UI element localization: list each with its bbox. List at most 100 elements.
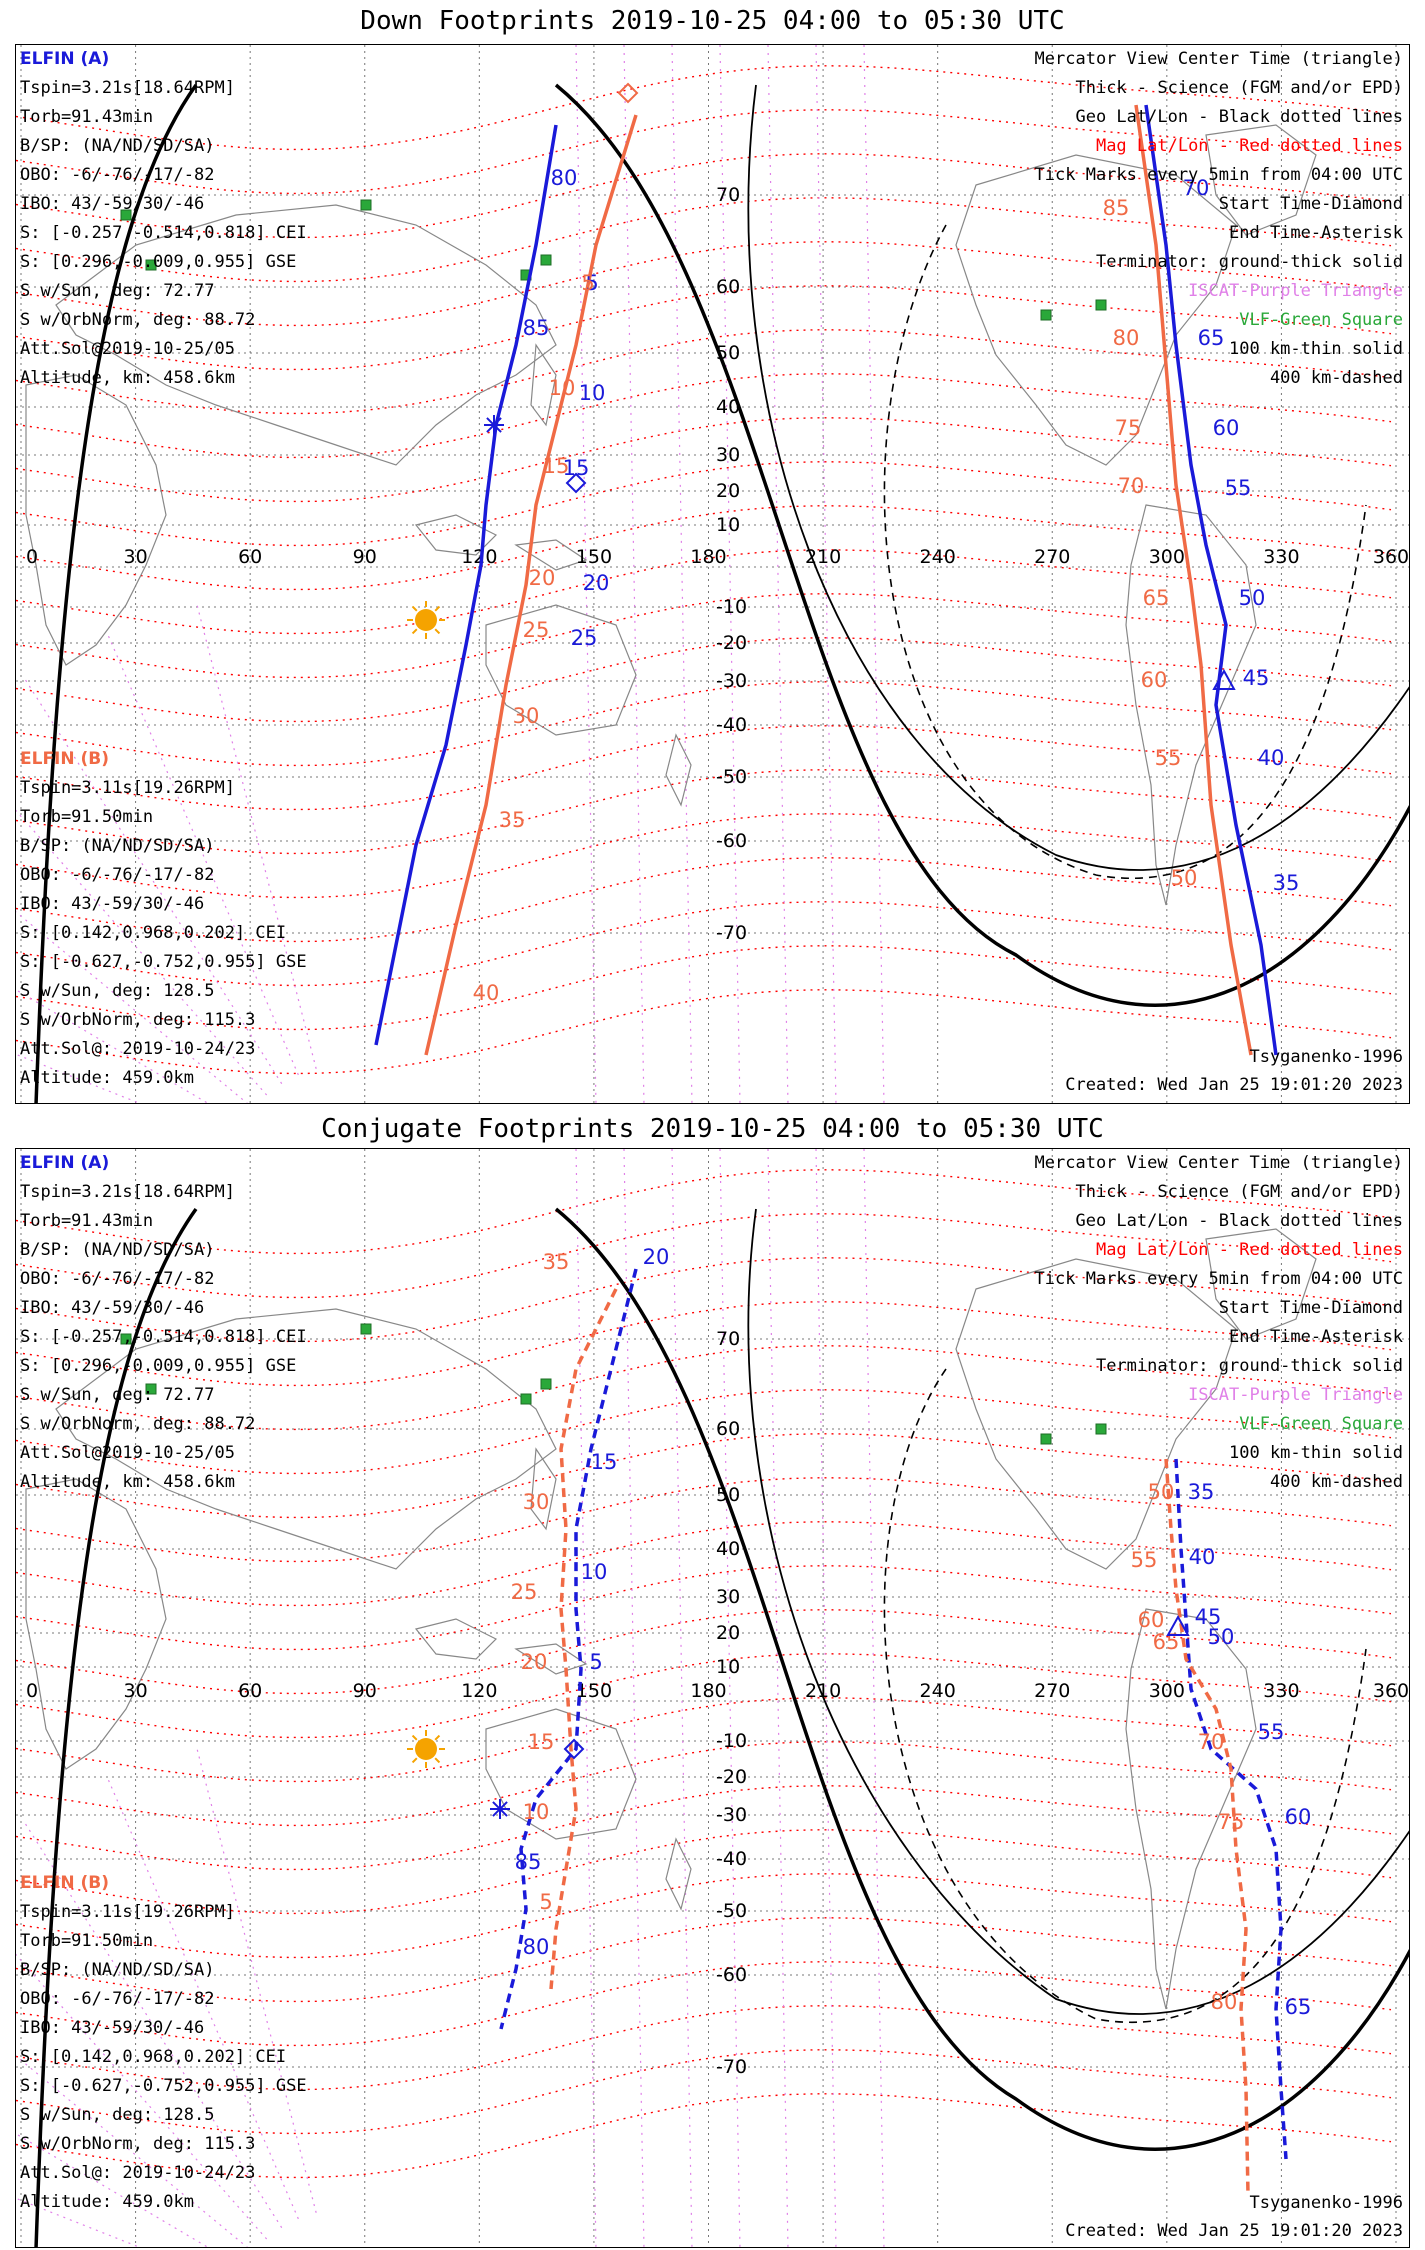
track-elfin-a xyxy=(1144,104,1278,1056)
track-elfin-b xyxy=(1134,104,1253,1056)
legend-line: Start Time-Diamond xyxy=(1218,1298,1403,1318)
track-b-tick: 20 xyxy=(521,1650,548,1674)
terminator-ground xyxy=(34,1207,1409,2247)
landmass xyxy=(955,154,1237,466)
track-b2-tick: 60 xyxy=(1138,1608,1165,1632)
created-label: Created: Wed Jan 25 19:01:20 2023 xyxy=(1065,1075,1403,1095)
landmass xyxy=(25,374,167,666)
mag-meridian xyxy=(107,634,299,1076)
track-b-tick: 40 xyxy=(473,981,500,1005)
sat-a-info: ELFIN (A) Tspin=3.21s[18.64RPM] Torb=91.… xyxy=(20,1149,307,1497)
lon-tick-label: 0 xyxy=(26,546,38,568)
track-a2-tick: 55 xyxy=(1225,476,1252,500)
mag-parallel xyxy=(16,1697,1392,1783)
lon-tick-label: 360 xyxy=(1373,1680,1409,1702)
track-a2-tick: 35 xyxy=(1188,1480,1215,1504)
track-b-tick: 25 xyxy=(523,618,550,642)
footprint-tracks xyxy=(374,104,1278,1056)
landmass xyxy=(55,1308,557,1570)
sun-ray xyxy=(411,628,418,635)
sat-b-line: Altitude: 459.0km xyxy=(20,1068,194,1088)
mag-parallel xyxy=(16,945,1392,1031)
map-frame: 0 30 60 90 120 150 180 210 240 270 300 330 360 10 20 30… xyxy=(15,1148,1410,2248)
track-a-tick: 25 xyxy=(571,626,598,650)
track-b2-tick: 70 xyxy=(1198,1730,1225,1754)
lon-tick-label: 150 xyxy=(576,546,612,568)
lon-tick-label: 150 xyxy=(576,1680,612,1702)
mag-parallel xyxy=(16,549,1392,635)
track-elfin-b xyxy=(424,114,638,1056)
mag-parallel xyxy=(16,285,1392,371)
track-a2-tick: 40 xyxy=(1189,1545,1216,1569)
sat-a-info: ELFIN (A) Tspin=3.21s[18.64RPM] Torb=91.… xyxy=(20,45,307,393)
asterisk-icon xyxy=(484,415,504,435)
lon-tick-label: 270 xyxy=(1034,1680,1070,1702)
track-labels: 2015105858035302520151053540455055606550… xyxy=(511,1245,1312,2019)
terminator xyxy=(34,83,1409,1103)
lon-tick-label: 180 xyxy=(690,546,726,568)
mercator-map: 0 30 60 90 120 150 180 210 240 270 300 330 360 10 20 30… xyxy=(16,1149,1409,2247)
lon-tick-label: 180 xyxy=(690,1680,726,1702)
lon-tick-label: 300 xyxy=(1149,546,1185,568)
vlf-station xyxy=(1095,1423,1107,1435)
lat-tick-label: -10 xyxy=(716,596,747,618)
track-b-tick: 20 xyxy=(529,566,556,590)
sat-b-line: B/SP: (NA/ND/SD/SA) xyxy=(20,1960,215,1980)
mag-parallel xyxy=(16,1169,1392,1255)
lat-tick-label: -40 xyxy=(716,1848,747,1870)
lat-tick-label: 30 xyxy=(716,444,740,466)
mag-parallel xyxy=(16,1961,1392,2047)
terminator xyxy=(34,1207,1409,2247)
legend-line: Geo Lat/Lon - Black dotted lines xyxy=(1075,107,1403,127)
mag-parallel xyxy=(16,1653,1392,1739)
mag-meridian xyxy=(623,45,645,1103)
mag-parallel xyxy=(16,65,1392,151)
sat-b-line: OBO: -6/-76/-17/-82 xyxy=(20,865,215,885)
lat-tick-label: -60 xyxy=(716,830,747,852)
axis-labels: 0 30 60 90 120 150 180 210 240 270 300 330 360 10 20 30… xyxy=(26,1328,1409,2078)
legend-line: Geo Lat/Lon - Black dotted lines xyxy=(1075,1211,1403,1231)
landmass xyxy=(1205,124,1317,236)
track-a2-tick: 50 xyxy=(1239,586,1266,610)
landmass xyxy=(665,733,692,807)
sat-a-line: S w/OrbNorm, deg: 88.72 xyxy=(20,310,256,330)
terminator-100km xyxy=(747,84,1409,871)
sat-b-line: Tspin=3.11s[19.26RPM] xyxy=(20,1902,235,1922)
diamond-icon xyxy=(563,1738,585,1760)
mag-parallel xyxy=(16,1873,1392,1959)
sat-a-line: Torb=91.43min xyxy=(20,107,154,127)
mag-parallel xyxy=(16,417,1392,503)
legend-line: End Time-Asterisk xyxy=(1229,223,1403,243)
sat-b-line: Torb=91.50min xyxy=(20,807,154,827)
track-a2-tick: 65 xyxy=(1285,1995,1312,2019)
lon-tick-label: 60 xyxy=(238,546,262,568)
sat-b-title: ELFIN (B) xyxy=(20,749,110,769)
mag-parallel xyxy=(16,1477,1392,1563)
legend-line: VLF-Green Square xyxy=(1239,310,1403,330)
mag-parallel xyxy=(16,681,1392,767)
mag-parallel xyxy=(16,813,1392,899)
diamond-icon xyxy=(565,472,587,494)
track-b-tick: 5 xyxy=(581,271,594,295)
mag-parallel xyxy=(16,1741,1392,1827)
track-b2-tick: 80 xyxy=(1113,326,1140,350)
lat-tick-label: -40 xyxy=(716,714,747,736)
landmass xyxy=(485,604,637,736)
track-a-tick: 5 xyxy=(585,271,598,295)
sat-a-line: S w/Sun, deg: 72.77 xyxy=(20,281,215,301)
mag-parallel xyxy=(16,725,1392,811)
legend-line: 400 km-dashed xyxy=(1269,1472,1403,1492)
model-label: Tsyganenko-1996 xyxy=(1249,2193,1403,2213)
track-a2-tick: 45 xyxy=(1195,1605,1222,1629)
sun-ray xyxy=(434,605,441,612)
vlf-station xyxy=(1040,309,1052,321)
panel-title: Down Footprints 2019-10-25 04:00 to 05:3… xyxy=(360,6,1065,36)
legend-line: 100 km-thin solid xyxy=(1229,339,1403,359)
mag-meridian xyxy=(23,1822,283,2229)
coastlines xyxy=(25,124,1317,906)
mag-meridian xyxy=(671,1149,693,2247)
track-a-tick: 80 xyxy=(551,166,578,190)
lat-tick-label: -10 xyxy=(716,1730,747,1752)
track-a-tick: 10 xyxy=(581,1560,608,1584)
mag-meridian xyxy=(767,1149,789,2247)
